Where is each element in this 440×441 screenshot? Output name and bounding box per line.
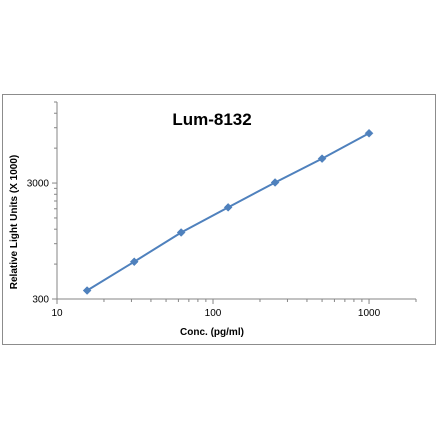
data-point-marker [270, 178, 280, 187]
x-tick-label: 1000 [358, 308, 381, 319]
chart-title: Lum-8132 [172, 110, 251, 129]
x-axis-label: Conc. (pg/ml) [180, 327, 244, 338]
y-tick-label: 300 [32, 295, 49, 306]
data-point-marker [317, 154, 327, 163]
y-axis-label: Relative Light Units (X 1000) [9, 155, 20, 289]
series [82, 128, 374, 295]
series-line [86, 132, 370, 292]
x-tick-label: 10 [51, 308, 63, 319]
ticks: 10 100 1000 300 3000 [27, 101, 417, 319]
data-point-marker [82, 286, 92, 295]
data-point-marker [129, 257, 139, 267]
data-point-marker [176, 228, 186, 237]
axes [56, 102, 416, 300]
data-point-marker [223, 203, 233, 212]
data-point-marker [364, 128, 374, 138]
y-tick-label: 3000 [27, 179, 50, 190]
x-tick-label: 100 [205, 308, 222, 319]
